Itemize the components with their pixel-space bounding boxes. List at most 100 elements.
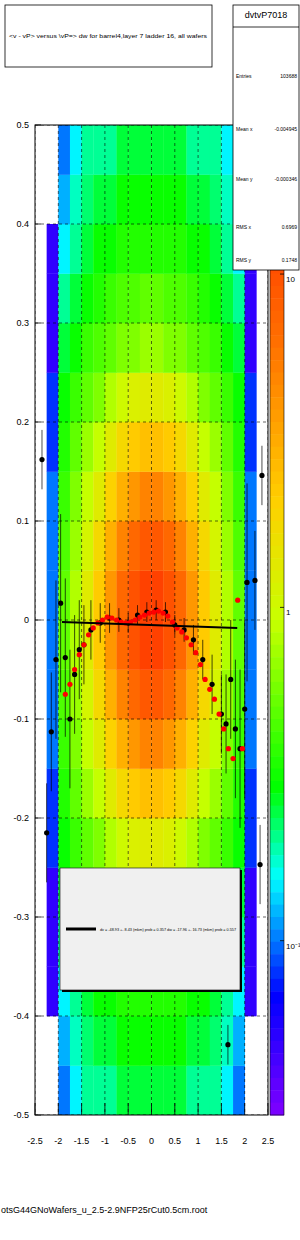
heat-cell xyxy=(186,719,198,769)
heat-cell xyxy=(221,1066,233,1116)
colorbar-strip xyxy=(270,447,284,460)
heat-cell xyxy=(140,323,152,373)
title: <v - vP> versus \vP=> dw for barrel4,lay… xyxy=(9,33,208,39)
heat-cell xyxy=(198,373,210,423)
plot-area xyxy=(35,125,268,1115)
profile-point xyxy=(137,614,142,619)
heat-cell xyxy=(221,719,233,769)
y-tick xyxy=(35,125,41,126)
heat-cell xyxy=(128,670,140,720)
heat-cell xyxy=(175,670,187,720)
heat-cell xyxy=(105,1016,117,1066)
heat-cell xyxy=(256,373,268,423)
heat-cell xyxy=(35,917,47,967)
heat-cell xyxy=(256,670,268,720)
heat-cell xyxy=(47,670,59,720)
heat-cell xyxy=(256,868,268,918)
heat-cell xyxy=(198,1066,210,1116)
heat-cell xyxy=(221,571,233,621)
heat-cell xyxy=(93,571,105,621)
heat-cell xyxy=(58,274,70,324)
profile-point xyxy=(244,580,249,585)
colorbar-strip xyxy=(270,905,284,918)
colorbar-strip xyxy=(270,496,284,509)
heat-cell xyxy=(47,967,59,1017)
heat-cell xyxy=(128,818,140,868)
heat-cell xyxy=(47,620,59,670)
profile-point xyxy=(86,632,91,637)
heat-cell xyxy=(35,620,47,670)
stats-separator xyxy=(233,27,299,28)
profile-point xyxy=(200,657,205,662)
heat-cell xyxy=(70,571,82,621)
heat-cell xyxy=(35,769,47,819)
heat-cell xyxy=(233,521,245,571)
fit-line xyxy=(62,622,237,628)
x-tick-label: 1.5 xyxy=(215,1136,228,1146)
heat-cell xyxy=(82,472,94,522)
heat-cell xyxy=(47,818,59,868)
heat-cell xyxy=(70,125,82,175)
heat-cell xyxy=(163,719,175,769)
heat-cell xyxy=(70,670,82,720)
heat-cell xyxy=(47,422,59,472)
colorbar-strip xyxy=(270,434,284,447)
heat-cell xyxy=(175,571,187,621)
heat-cell xyxy=(245,1016,257,1066)
heat-cell xyxy=(47,125,59,175)
heat-cell xyxy=(35,571,47,621)
heat-cell xyxy=(35,175,47,225)
heat-cell xyxy=(152,323,164,373)
heat-cell xyxy=(152,719,164,769)
heat-cell xyxy=(221,521,233,571)
heat-cell xyxy=(58,571,70,621)
x-tick-label: 1 xyxy=(196,1136,201,1146)
heat-cell xyxy=(93,670,105,720)
colorbar-strip xyxy=(270,1004,284,1017)
legend-box xyxy=(60,868,240,990)
heat-cell xyxy=(233,422,245,472)
heat-cell xyxy=(198,571,210,621)
heat-cell xyxy=(256,967,268,1017)
profile-point xyxy=(198,662,203,667)
y-tick xyxy=(35,620,41,621)
stats-box xyxy=(233,5,299,270)
heat-cell xyxy=(105,1066,117,1116)
profile-point xyxy=(235,598,240,603)
grid-y xyxy=(35,620,268,621)
heat-cell xyxy=(82,175,94,225)
heat-cell xyxy=(128,274,140,324)
heat-cell xyxy=(245,818,257,868)
heat-cell xyxy=(256,1066,268,1116)
heat-cell xyxy=(82,422,94,472)
heat-cell xyxy=(35,422,47,472)
profile-point xyxy=(133,617,138,622)
x-tick-label: -2.5 xyxy=(27,1136,43,1146)
colorbar-strip xyxy=(270,1090,284,1103)
colorbar-strip xyxy=(270,533,284,546)
heat-cell xyxy=(128,422,140,472)
colorbar-strip xyxy=(270,410,284,423)
profile-point xyxy=(165,613,170,618)
colorbar-strip xyxy=(270,484,284,497)
heat-cell xyxy=(245,917,257,967)
profile-point xyxy=(225,1042,230,1047)
profile-point xyxy=(63,655,68,660)
colorbar-strip xyxy=(270,731,284,744)
profile-point xyxy=(77,652,82,657)
profile-point xyxy=(230,756,235,761)
x-tick-label: 2.5 xyxy=(262,1136,275,1146)
grid-y xyxy=(35,323,268,324)
heat-cell xyxy=(140,1016,152,1066)
colorbar-strip xyxy=(270,422,284,435)
heat-cell xyxy=(210,422,222,472)
heat-cell xyxy=(245,967,257,1017)
y-tick xyxy=(35,323,41,324)
heat-cell xyxy=(70,818,82,868)
heat-cell xyxy=(245,274,257,324)
heat-cell xyxy=(245,719,257,769)
heat-cell xyxy=(82,224,94,274)
profile-point xyxy=(223,721,228,726)
heat-cell xyxy=(210,175,222,225)
heat-cell xyxy=(152,1016,164,1066)
